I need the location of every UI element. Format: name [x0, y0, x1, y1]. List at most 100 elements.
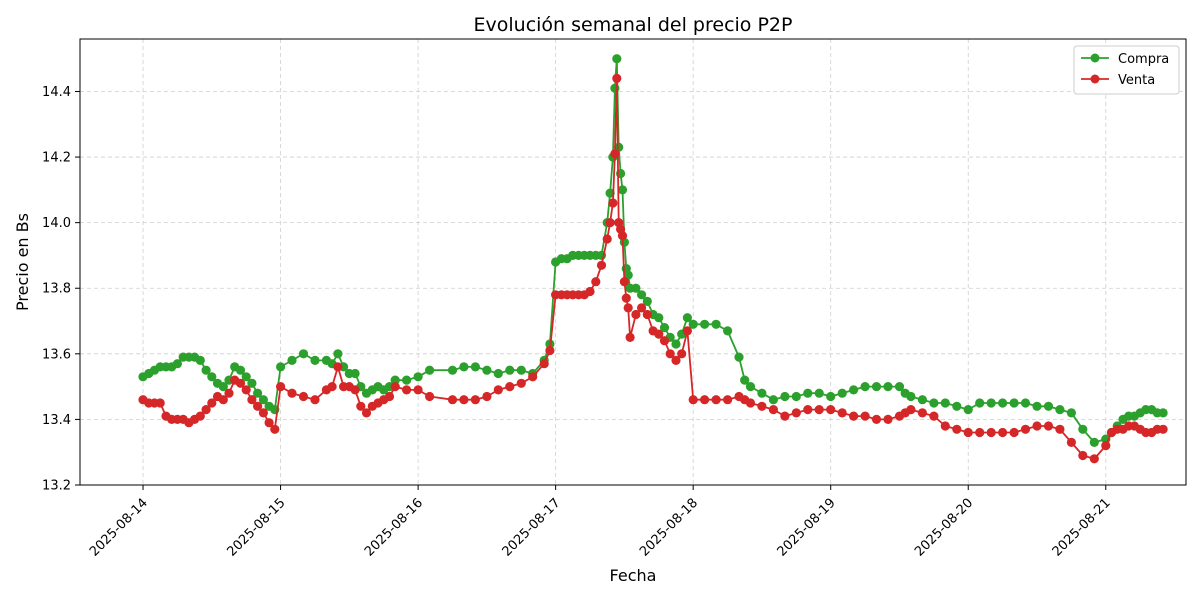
data-point-venta — [356, 401, 366, 411]
data-point-compra — [493, 368, 503, 379]
y-tick-label: 13.4 — [42, 413, 71, 428]
data-point-venta — [1043, 421, 1054, 431]
data-point-compra — [682, 313, 693, 323]
data-point-compra — [917, 395, 928, 405]
data-point-venta — [791, 408, 801, 418]
data-point-compra — [740, 375, 750, 385]
data-point-venta — [608, 198, 618, 208]
data-point-compra — [241, 372, 251, 382]
data-point-venta — [700, 395, 710, 405]
data-point-compra — [617, 185, 628, 195]
legend-marker-venta — [1090, 74, 1100, 84]
data-point-compra — [768, 395, 779, 405]
data-point-compra — [1078, 424, 1088, 434]
chart-title: Evolución semanal del precio P2P — [474, 14, 793, 36]
data-point-compra — [826, 391, 836, 402]
data-point-compra — [459, 362, 469, 372]
data-point-compra — [235, 365, 246, 375]
data-point-compra — [814, 388, 824, 398]
data-point-venta — [1066, 437, 1076, 447]
data-point-compra — [402, 375, 412, 385]
data-point-compra — [1066, 408, 1076, 418]
data-point-venta — [757, 401, 767, 411]
data-point-venta — [860, 411, 870, 421]
data-point-compra — [172, 359, 182, 369]
data-point-compra — [642, 296, 652, 306]
data-point-venta — [688, 395, 698, 405]
y-tick-label: 13.2 — [42, 479, 71, 494]
plot-frame — [79, 38, 1187, 486]
data-point-venta — [591, 277, 601, 287]
data-point-compra — [1032, 401, 1042, 411]
data-point-venta — [625, 332, 635, 342]
data-point-venta — [610, 149, 620, 159]
data-point-venta — [1078, 450, 1088, 461]
data-point-venta — [871, 414, 882, 424]
data-point-compra — [218, 382, 228, 392]
data-point-venta — [940, 421, 950, 431]
data-point-venta — [711, 395, 721, 405]
data-point-compra — [612, 54, 622, 64]
data-point-compra — [963, 405, 973, 415]
legend-label-compra: Compra — [1118, 52, 1169, 67]
legend: Compra Venta — [1073, 45, 1180, 95]
data-point-venta — [528, 372, 538, 382]
data-point-venta — [917, 408, 928, 418]
data-point-venta — [1009, 427, 1019, 438]
data-point-compra — [258, 395, 268, 405]
data-point-venta — [224, 388, 234, 398]
data-point-compra — [837, 388, 847, 398]
data-point-venta — [264, 418, 274, 428]
data-point-venta — [883, 414, 893, 424]
series-layer — [138, 54, 1168, 464]
data-point-venta — [677, 349, 687, 359]
data-point-venta — [612, 73, 622, 83]
data-point-venta — [621, 293, 631, 303]
y-tick-label: 14.0 — [42, 216, 71, 231]
data-point-venta — [596, 260, 607, 270]
data-point-compra — [849, 385, 859, 395]
data-point-venta — [247, 395, 257, 405]
data-point-venta — [493, 385, 503, 395]
data-point-venta — [585, 286, 595, 297]
data-point-venta — [602, 234, 612, 244]
data-point-venta — [505, 382, 515, 392]
data-point-venta — [327, 382, 337, 392]
data-point-compra — [1043, 401, 1054, 411]
data-point-compra — [276, 362, 286, 372]
data-point-venta — [361, 408, 372, 418]
y-axis-title: Precio en Bs — [13, 213, 32, 311]
data-point-compra — [247, 378, 257, 388]
data-point-compra — [447, 365, 458, 375]
data-point-compra — [791, 391, 801, 402]
data-point-venta — [241, 385, 251, 395]
data-point-venta — [617, 231, 628, 241]
data-point-venta — [218, 395, 228, 405]
data-point-venta — [298, 391, 309, 402]
data-point-compra — [734, 352, 744, 362]
data-point-venta — [1101, 441, 1111, 451]
data-point-venta — [195, 411, 205, 421]
legend-marker-compra — [1090, 53, 1100, 63]
data-point-venta — [837, 408, 847, 418]
data-point-compra — [195, 355, 205, 365]
data-point-compra — [671, 339, 681, 349]
data-point-compra — [482, 365, 492, 375]
data-point-compra — [201, 365, 211, 375]
data-point-compra — [860, 382, 870, 392]
data-point-venta — [906, 405, 916, 415]
data-point-venta — [482, 391, 492, 402]
data-point-compra — [610, 83, 620, 93]
data-point-compra — [929, 398, 939, 408]
data-point-compra — [723, 326, 733, 336]
data-point-compra — [470, 362, 480, 372]
data-point-compra — [998, 398, 1008, 408]
data-point-compra — [1020, 398, 1031, 408]
data-point-compra — [350, 368, 360, 379]
data-point-compra — [659, 323, 670, 333]
data-point-compra — [637, 290, 647, 300]
data-point-venta — [235, 378, 246, 388]
data-point-compra — [413, 372, 423, 382]
